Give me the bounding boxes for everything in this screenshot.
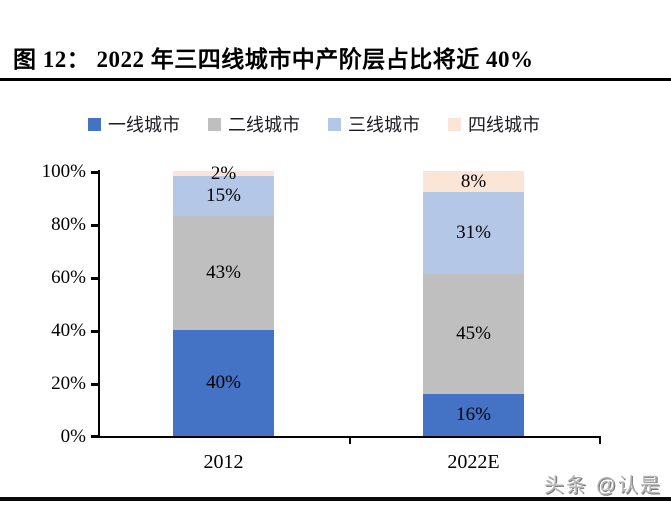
- legend-label: 一线城市: [108, 115, 180, 135]
- bar-2022e: 16% 45% 31% 8%: [423, 170, 524, 436]
- bar-segment-2012-tier3: 15%: [173, 176, 274, 216]
- figure-title: 图 12： 2022 年三四线城市中产阶层占比将近 40%: [13, 47, 534, 72]
- y-axis-tick: [91, 435, 100, 438]
- segment-value-label: 15%: [206, 185, 241, 207]
- x-axis-label-2022e: 2022E: [447, 451, 500, 473]
- segment-value-label: 2%: [210, 162, 237, 184]
- legend-item-tier4: 四线城市: [448, 111, 540, 137]
- x-axis-tick: [349, 436, 351, 444]
- y-axis-tick: [91, 330, 100, 333]
- bottom-divider: [0, 497, 671, 501]
- y-axis-tick-label: 20%: [51, 373, 86, 394]
- legend-swatch-tier4: [448, 117, 461, 131]
- segment-value-label: 45%: [456, 322, 491, 344]
- title-divider: [0, 78, 671, 81]
- y-axis-line: [98, 170, 100, 438]
- x-axis-label-2012: 2012: [203, 451, 244, 473]
- legend-swatch-tier1: [88, 117, 101, 131]
- y-axis-tick: [91, 277, 100, 280]
- y-axis-tick-label: 0%: [60, 426, 86, 447]
- legend-item-tier2: 二线城市: [208, 111, 300, 137]
- bar-2012: 40% 43% 15% 2%: [173, 163, 274, 436]
- chart-legend: 一线城市 二线城市 三线城市 四线城市: [88, 111, 540, 137]
- segment-value-label: 8%: [460, 170, 487, 192]
- segment-value-label: 43%: [206, 262, 241, 283]
- bar-segment-2012-tier2: 43%: [173, 216, 274, 330]
- y-axis-tick: [91, 171, 100, 174]
- bar-segment-2022e-tier1: 16%: [423, 393, 524, 436]
- y-axis-tick-label: 100%: [41, 161, 86, 182]
- segment-value-label: 31%: [456, 222, 491, 244]
- legend-label: 二线城市: [228, 115, 300, 135]
- bar-segment-2022e-tier2: 45%: [423, 274, 524, 394]
- watermark: 头条 @认是: [544, 475, 662, 497]
- legend-label: 四线城市: [468, 115, 540, 135]
- legend-swatch-tier2: [208, 117, 221, 131]
- bar-segment-2022e-tier3: 31%: [423, 192, 524, 275]
- x-axis-tick: [599, 436, 601, 444]
- legend-label: 三线城市: [348, 115, 420, 135]
- y-axis-tick: [91, 224, 100, 227]
- legend-swatch-tier3: [328, 117, 341, 131]
- legend-item-tier3: 三线城市: [328, 111, 420, 137]
- y-axis-tick: [91, 383, 100, 386]
- legend-item-tier1: 一线城市: [88, 111, 180, 137]
- bar-segment-2012-tier4: 2%: [173, 163, 274, 183]
- segment-value-label: 16%: [456, 403, 491, 425]
- y-axis-tick-label: 40%: [51, 320, 86, 341]
- bar-segment-2012-tier1: 40%: [173, 330, 274, 436]
- bar-segment-2022e-tier4: 8%: [423, 170, 524, 193]
- y-axis-tick-label: 80%: [51, 214, 86, 235]
- y-axis-tick-label: 60%: [51, 267, 86, 288]
- segment-value-label: 40%: [206, 372, 241, 393]
